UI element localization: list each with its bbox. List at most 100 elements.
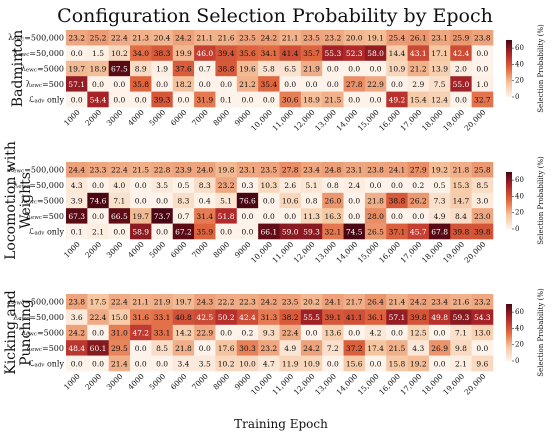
heatmap-cell [279, 162, 302, 178]
heatmap-cell [450, 208, 472, 224]
column-tick-label: 1000 [62, 108, 82, 128]
heatmap-cell [450, 162, 472, 178]
heatmap-cell [194, 177, 216, 194]
cell-value: 39.4 [218, 49, 235, 58]
heatmap-cell [386, 162, 408, 178]
cell-value: 47.2 [132, 329, 149, 338]
colorbar-tick-label: 40 [515, 192, 524, 200]
heatmap-cell [450, 294, 472, 310]
column-tick-label: 14,000 [334, 240, 359, 265]
cell-value: 21.8 [453, 166, 470, 175]
cell-value: 15.3 [453, 181, 470, 190]
heatmap-cell [108, 162, 131, 178]
cell-value: 37.1 [389, 227, 406, 236]
heatmap-cell [258, 162, 280, 178]
cell-value: 0.0 [242, 95, 254, 104]
cell-value: 24.2 [260, 298, 277, 307]
heatmap-cell [386, 177, 408, 194]
heatmap-cell [258, 192, 280, 209]
cell-value: 23.2 [474, 298, 491, 307]
cell-value: 0.0 [92, 359, 104, 368]
heatmap-cell [428, 294, 451, 310]
cell-value: 67.5 [111, 65, 128, 74]
cell-value: 39.3 [154, 95, 171, 104]
cell-value: 0.5 [177, 181, 189, 190]
heatmap-cell [343, 30, 366, 46]
heatmap-cell [364, 60, 387, 77]
heatmap-cell [279, 223, 302, 240]
heatmap-cell [322, 192, 344, 209]
heatmap-cell [108, 91, 131, 108]
cell-value: 31.6 [132, 313, 149, 322]
cell-value: 23.2 [218, 181, 235, 190]
heatmap-cell [322, 223, 344, 240]
heatmap-cell [172, 355, 195, 372]
heatmap-cell [343, 223, 366, 240]
cell-value: 8.5 [156, 344, 168, 353]
cell-value: 14.7 [453, 197, 470, 206]
heatmap-cell [407, 355, 430, 372]
heatmap-cell [407, 208, 430, 224]
heatmap-cell [215, 30, 238, 46]
cell-value: 0.0 [476, 49, 488, 58]
colorbar-tick-label: 60 [515, 176, 524, 184]
column-tick-label: 15,000 [356, 108, 381, 133]
heatmap-cell [215, 340, 238, 356]
colorbar-tick-label: 20 [515, 341, 524, 349]
heatmap-cell [343, 60, 366, 77]
heatmap-cell [151, 76, 174, 92]
cell-value: 57.1 [389, 313, 406, 322]
heatmap-cell [364, 340, 387, 356]
cell-value: 14.2 [175, 329, 192, 338]
cell-value: 24.0 [196, 166, 213, 175]
heatmap-cell [407, 60, 430, 77]
cell-value: 15.8 [389, 359, 406, 368]
cell-value: 42.4 [239, 313, 256, 322]
cell-value: 36.1 [367, 313, 384, 322]
cell-value: 24.2 [410, 298, 427, 307]
column-tick-label: 20,000 [463, 108, 488, 133]
heatmap-cell [364, 76, 387, 92]
cell-value: 59.3 [303, 227, 320, 236]
column-tick-label: 16,000 [377, 372, 402, 397]
cell-value: 24.3 [196, 298, 213, 307]
heatmap-cell [450, 91, 472, 108]
cell-value: 23.0 [474, 212, 491, 221]
cell-value: 3.5 [199, 359, 211, 368]
cell-value: 23.3 [90, 166, 107, 175]
heatmap-cell [471, 192, 494, 209]
column-tick-label: 16,000 [377, 240, 402, 265]
heatmap-panel: Kicking andPunching 23.8 17.5 22.4 21.1 21.9 1… [3, 288, 545, 397]
cell-value: 33.1 [154, 329, 171, 338]
cell-value: 37.6 [175, 65, 192, 74]
row-label: λewc=500,000 [8, 297, 64, 307]
cell-value: 10.2 [218, 359, 235, 368]
heatmap-cell [108, 309, 131, 326]
heatmap-cell [151, 192, 174, 209]
heatmap-cell [194, 208, 216, 224]
heatmap-cell [258, 76, 280, 92]
cell-value: 23.5 [239, 34, 256, 43]
cell-value: 67.3 [68, 212, 85, 221]
cell-value: 19.8 [218, 166, 235, 175]
heatmap-cell [300, 192, 323, 209]
cell-value: 0.0 [220, 80, 232, 89]
heatmap-cell [258, 324, 280, 341]
cell-value: 10.9 [389, 65, 406, 74]
cell-value: 38.8 [389, 197, 406, 206]
column-tick-label: 13,000 [313, 372, 338, 397]
heatmap-cell [343, 309, 366, 326]
column-tick-label: 4000 [126, 372, 146, 392]
heatmap-cell [87, 208, 109, 224]
cell-value: 58.0 [367, 49, 384, 58]
cell-value: 34.1 [260, 49, 277, 58]
heatmap-cell [471, 60, 494, 77]
heatmap-cell [428, 76, 451, 92]
cell-value: 21.5 [389, 344, 406, 353]
cell-value: 41.1 [346, 313, 363, 322]
heatmap-cell [407, 45, 430, 62]
heatmap-cell [471, 30, 494, 46]
cell-value: 0.0 [113, 80, 125, 89]
colorbar-tick-label: 20 [515, 77, 524, 85]
cell-value: 10.2 [111, 49, 128, 58]
